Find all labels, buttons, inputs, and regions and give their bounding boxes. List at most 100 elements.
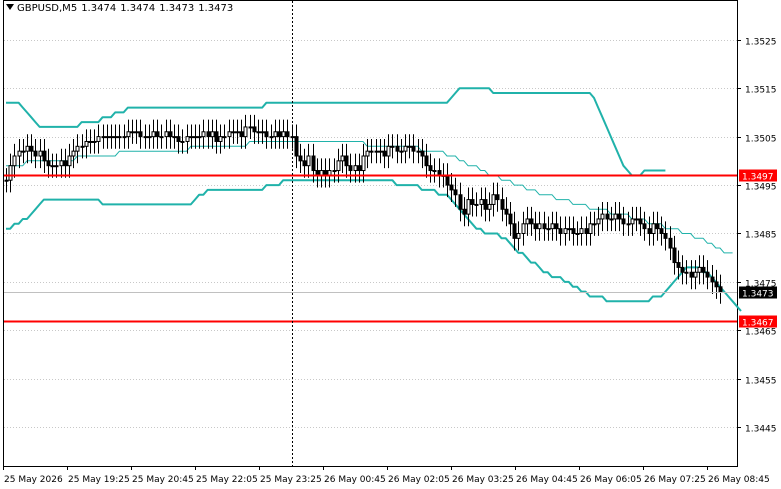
candle-body bbox=[512, 223, 517, 239]
candle-body bbox=[693, 271, 698, 278]
candle-body bbox=[71, 150, 76, 157]
candle-body bbox=[63, 160, 68, 167]
candle-body bbox=[101, 136, 106, 139]
candle-body bbox=[378, 150, 383, 153]
candle-body bbox=[609, 218, 614, 221]
candle-body bbox=[718, 286, 723, 293]
candle-body bbox=[269, 136, 274, 139]
candle-body bbox=[117, 136, 122, 139]
candle-body bbox=[705, 271, 710, 278]
horizontal-lines[interactable]: 1.3497 1.3467 1.3473 bbox=[4, 169, 777, 329]
candle-body bbox=[67, 155, 72, 167]
candle-body bbox=[634, 218, 639, 221]
candle-body bbox=[710, 276, 715, 283]
candle-body bbox=[626, 223, 631, 226]
x-tick-label: 25 May 19:25 bbox=[68, 475, 130, 485]
y-tick-label: 1.3465 bbox=[745, 328, 777, 338]
x-tick-label: 25 May 22:05 bbox=[196, 475, 258, 485]
y-tick-label: 1.3525 bbox=[745, 38, 777, 48]
candle-body bbox=[525, 218, 530, 225]
y-tick-label: 1.3445 bbox=[745, 425, 777, 435]
candle-body bbox=[172, 136, 177, 139]
candle-body bbox=[243, 126, 248, 138]
candle-body bbox=[382, 150, 387, 157]
y-tick-label: 1.3485 bbox=[745, 231, 777, 241]
candle-body bbox=[357, 165, 362, 172]
candle-body bbox=[25, 145, 30, 152]
candle-body bbox=[298, 155, 303, 162]
candle-body bbox=[487, 203, 492, 210]
candle-body bbox=[206, 131, 211, 138]
current-price-label-bg bbox=[739, 286, 777, 299]
candle-body bbox=[294, 136, 299, 157]
candle-body bbox=[613, 213, 618, 220]
candle-body bbox=[306, 155, 311, 167]
candle-body bbox=[8, 165, 13, 181]
price-axis: 1.35251.35151.35051.34951.34851.34751.34… bbox=[737, 38, 777, 435]
candle-body bbox=[500, 199, 505, 210]
bb-lower-line bbox=[6, 179, 742, 312]
candle-body bbox=[248, 126, 253, 129]
candle-body bbox=[579, 228, 584, 234]
candle-body bbox=[533, 223, 538, 230]
candle-body bbox=[563, 228, 568, 234]
candle-body bbox=[542, 223, 547, 230]
candle-body bbox=[80, 145, 85, 148]
grid bbox=[4, 40, 737, 428]
candle-body bbox=[126, 131, 131, 138]
candle-body bbox=[12, 155, 17, 167]
candle-body bbox=[470, 199, 475, 205]
candle-body bbox=[479, 199, 484, 205]
candle-body bbox=[714, 281, 719, 288]
candle-body bbox=[374, 150, 379, 153]
candle-body bbox=[642, 223, 647, 230]
candle-body bbox=[29, 145, 34, 152]
high-value: 1.3474 bbox=[120, 3, 156, 14]
candle-body bbox=[239, 131, 244, 138]
candle-body bbox=[218, 136, 223, 142]
candle-body bbox=[348, 165, 353, 172]
candle-body bbox=[424, 155, 429, 167]
candle-body bbox=[369, 150, 374, 153]
candle-body bbox=[571, 228, 576, 234]
candle-body bbox=[210, 131, 215, 138]
candle-body bbox=[588, 223, 593, 234]
candle-body bbox=[96, 136, 101, 142]
candle-body bbox=[50, 165, 55, 168]
candle-body bbox=[701, 266, 706, 273]
candle-body bbox=[176, 136, 181, 142]
candle-body bbox=[567, 228, 572, 231]
candle-body bbox=[138, 131, 143, 138]
close-value: 1.3473 bbox=[198, 3, 234, 14]
candle-body bbox=[550, 223, 555, 230]
x-tick-label: 26 May 07:25 bbox=[644, 475, 706, 485]
dropdown-triangle-icon[interactable] bbox=[6, 4, 14, 10]
candle-body bbox=[189, 136, 194, 139]
candle-body bbox=[411, 145, 416, 152]
x-tick-label: 25 May 2026 bbox=[4, 475, 63, 485]
candle-body bbox=[605, 213, 610, 220]
hline-label: 1.3467 bbox=[742, 319, 774, 329]
candle-body bbox=[92, 140, 97, 143]
candle-body bbox=[647, 228, 652, 234]
candle-body bbox=[592, 223, 597, 226]
candle-body bbox=[168, 131, 173, 138]
candle-body bbox=[680, 266, 685, 273]
candle-body bbox=[88, 140, 93, 143]
candle-body bbox=[399, 150, 404, 153]
candle-body bbox=[466, 199, 471, 215]
hline-label-bg bbox=[739, 315, 777, 328]
candle-body bbox=[344, 155, 349, 167]
current-price-label: 1.3473 bbox=[742, 290, 774, 300]
candle-body bbox=[630, 218, 635, 225]
candle-body bbox=[180, 140, 185, 143]
candle-body bbox=[193, 136, 198, 139]
y-tick-label: 1.3455 bbox=[745, 377, 777, 387]
candle-body bbox=[122, 136, 127, 139]
candle-body bbox=[495, 194, 500, 201]
y-tick-label: 1.3475 bbox=[745, 280, 777, 290]
candle-body bbox=[33, 150, 38, 157]
candle-body bbox=[386, 145, 391, 157]
candle-body bbox=[420, 150, 425, 157]
